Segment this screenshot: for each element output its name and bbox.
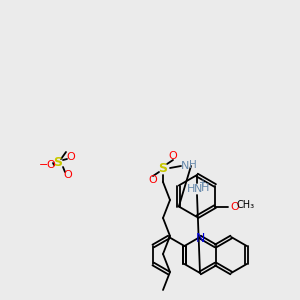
- Text: O: O: [148, 175, 158, 185]
- Text: H: H: [201, 183, 209, 193]
- Text: N: N: [194, 184, 202, 194]
- Text: O: O: [67, 152, 75, 162]
- Text: O: O: [46, 160, 56, 170]
- Text: CH₃: CH₃: [236, 200, 254, 211]
- Text: S: S: [53, 157, 62, 169]
- Text: S: S: [158, 161, 167, 175]
- Text: +: +: [198, 178, 206, 188]
- Text: N: N: [195, 232, 205, 244]
- Text: O: O: [64, 170, 72, 180]
- Text: H: H: [187, 184, 195, 194]
- Text: H: H: [189, 160, 197, 170]
- Text: O: O: [231, 202, 240, 212]
- Text: N: N: [181, 161, 189, 171]
- Text: O: O: [169, 151, 177, 161]
- Text: −: −: [39, 160, 49, 170]
